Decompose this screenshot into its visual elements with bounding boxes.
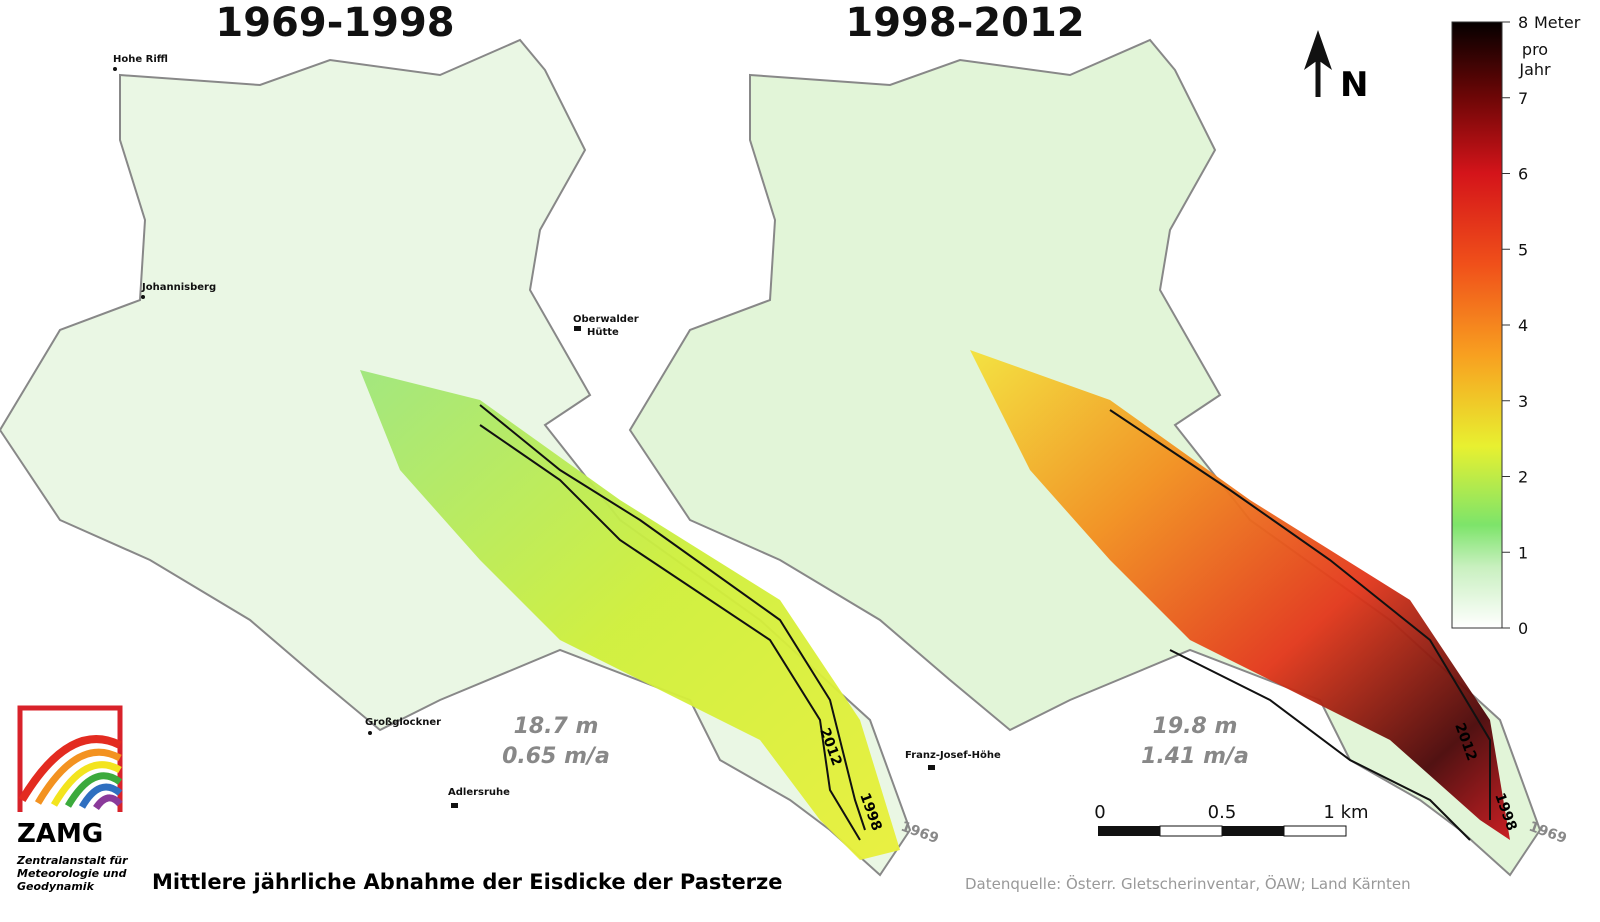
legend-tick-label: 8 [1518, 13, 1528, 32]
legend-tick-label: 2 [1518, 468, 1528, 487]
legend-tick-label: 3 [1518, 392, 1528, 411]
annual-loss: 1.41 m/a [1141, 744, 1249, 769]
logo: ZAMG Zentralanstalt für Meteorologie und… [16, 705, 128, 893]
legend-tick-label: 5 [1518, 240, 1528, 259]
map-1998-2012 [629, 39, 1541, 876]
legend-tick-label: 4 [1518, 316, 1528, 335]
map-title: 1969-1998 [215, 0, 454, 46]
logo-name: ZAMG [17, 819, 103, 849]
north-label: N [1340, 65, 1368, 105]
color-legend: 0 1 2 3 4 5 6 7 8 Meter pro Jahr [1451, 13, 1581, 638]
total-loss: 18.7 m [514, 714, 599, 739]
contour-label: 1969 [899, 819, 941, 847]
legend-unit: Meter [1534, 13, 1581, 32]
scale-label: 1 km [1323, 802, 1368, 823]
legend-tick-label: 1 [1518, 543, 1528, 562]
place-label: Franz-Josef-Höhe [905, 750, 1001, 761]
place-label: Johannisberg [141, 282, 216, 293]
total-loss: 19.8 m [1153, 714, 1238, 739]
map-title: 1998-2012 [845, 0, 1084, 46]
logo-text: Zentralanstalt für [16, 854, 128, 867]
scale-bar: 0 0.5 1 km [1094, 802, 1369, 837]
logo-text: Meteorologie und [17, 867, 127, 880]
place-label: Adlersruhe [448, 787, 510, 798]
source: Datenquelle: Österr. Gletscherinventar, … [965, 874, 1411, 893]
legend-tick-label: 6 [1518, 165, 1528, 184]
place-label: Hütte [587, 327, 619, 338]
logo-text: Geodynamik [17, 880, 95, 893]
annual-loss: 0.65 m/a [502, 744, 610, 769]
legend-tick-label: 0 [1518, 619, 1528, 638]
north-arrow: N [1304, 30, 1368, 105]
scale-label: 0 [1094, 802, 1105, 823]
legend-unit: Jahr [1518, 60, 1551, 79]
place-label: Großglockner [365, 717, 441, 728]
caption: Mittlere jährliche Abnahme der Eisdicke … [152, 870, 783, 894]
scale-label: 0.5 [1208, 802, 1237, 823]
legend-unit: pro [1522, 40, 1548, 59]
place-label: Oberwalder [573, 314, 639, 325]
legend-tick-label: 7 [1518, 89, 1528, 108]
map-1969-1998 [0, 39, 911, 876]
place-labels: Hohe Riffl Johannisberg Oberwalder Hütte… [113, 54, 1001, 808]
contour-label: 1969 [1527, 819, 1569, 847]
place-label: Hohe Riffl [113, 54, 168, 65]
